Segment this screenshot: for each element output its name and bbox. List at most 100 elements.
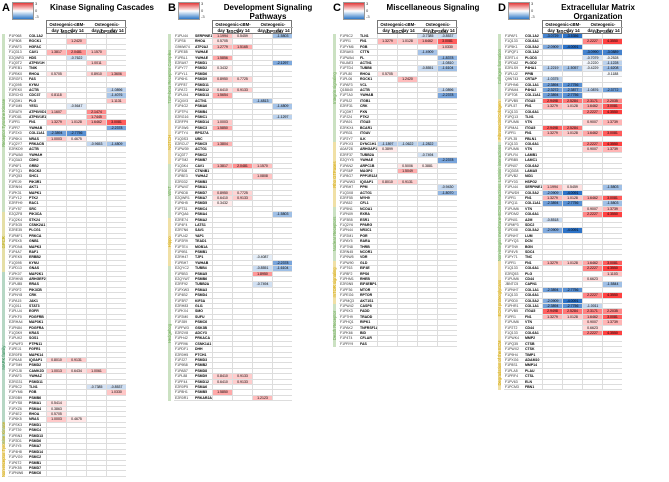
table-row: F1P2X0 COL11A1 -2.3894 -2.7756 [8,131,126,137]
fold-change-cell [66,266,86,272]
gene-symbol: PRKAR2A [194,395,212,402]
fold-change-cell [66,217,86,223]
fold-change-cell [106,82,126,88]
accession-id: F1P7Q1 [8,169,28,175]
fold-change-cell [106,104,126,110]
table-row: F1PMF1 PRKCA [8,233,126,240]
fold-change-cell [66,61,86,67]
accession-id: F1PN84 [8,326,28,331]
gene-symbol: CAMK2D [28,369,46,375]
accession-id: F1Q2Y7 [8,142,28,148]
fold-change-cell [86,228,106,234]
fold-change-cell [86,331,106,337]
fold-change-cell [46,282,66,288]
fold-change-cell [86,179,106,186]
fold-change-cell [86,212,106,218]
fold-change-cell [106,277,126,283]
accession-id: F1PUB5 [8,282,28,288]
fold-change-cell [46,223,66,229]
fold-change-cell: 0.6434 [66,368,86,375]
fold-change-cell [106,255,126,261]
gene-symbol: ARHGEF2 [28,277,46,283]
fold-change-cell [86,379,106,385]
accession-id: F1P5X5 [8,239,28,245]
day-header: day 14 [70,28,84,33]
category-label: mTOR signaling [332,267,337,298]
fold-change-cell [46,320,66,326]
accession-id: F1PEK0 [8,88,28,94]
fold-change-cell [397,341,417,348]
accession-id: E2R0F8 [8,353,28,358]
fold-change-cell [46,298,66,304]
fold-change-cell [46,169,66,175]
table-row: F1PGJ8 CAMK2D 1.0013 0.6434 1.0061 [8,368,126,375]
fold-change-cell [86,358,106,364]
accession-id: F1PRY9 [339,342,359,348]
gene-symbol: ROCK1 [28,39,46,45]
color-scale-legend [12,2,34,20]
fold-change-cell [86,206,106,213]
accession-id: F1PXZ6 [8,407,28,412]
fold-change-cell [86,412,106,418]
table-row: F1Q3H1 PLG 1.1131 [8,98,126,105]
accession-id: F1PD81 [8,115,28,121]
fold-change-cell [46,34,66,40]
fold-change-cell [86,152,106,159]
fold-change-cell [86,66,106,72]
fold-change-cell [66,287,86,294]
fold-change-cell [66,347,86,353]
accession-id: F1PGJ8 [8,369,28,375]
panel-title: Development Signaling Pathways [223,3,313,21]
fold-change-cell: -2.3894 [46,131,66,137]
fold-change-cell [106,352,126,358]
fold-change-cell [86,104,106,110]
fold-change-cell: 1.2420 [66,39,86,45]
fold-change-cell [66,331,86,337]
fold-change-cell: 2.1474 [86,109,106,115]
fold-change-cell [86,325,106,331]
accession-id: F1P1M5 [8,104,28,110]
table-row: F1PEK0 ACTB -1.0896 [8,88,126,94]
gene-symbol: PRKCA [28,234,46,240]
accession-id: F1P2X0 [8,131,28,137]
fold-change-cell [86,406,106,412]
table-row: E2R0B9 PSMB6 [8,395,126,402]
accession-id: F1PEB1 [8,66,28,72]
fold-change-cell [86,201,106,207]
panel-a: A 3 0 -3 Kinase Signaling Cascades Osteogenic… [0,0,166,482]
fold-change-cell [86,239,106,245]
day-header: day 14 [110,28,124,33]
table-row: F1PBK0 RHOA 0.5705 0.8910 1.3606 [8,71,126,78]
fold-change-cell [46,244,66,250]
fold-change-cell [46,250,66,256]
table-row: F1PNW6 PSMC6 [8,471,126,477]
fold-change-cell [106,395,126,402]
fold-change-cell [66,196,86,202]
fold-change-cell [86,304,106,310]
fold-change-cell [86,39,106,45]
fold-change-cell: -0.5647 [66,104,86,110]
accession-id: F1PEK5 [8,255,28,261]
fold-change-cell [86,88,106,94]
accession-id: F1P6K5 [8,417,28,423]
table-row: E2RCH3 CDC37 0.8118 -1.4076 [8,93,126,99]
gene-symbol: NRAS [28,137,46,142]
table-row: F1PDN4 MAPK3 [8,244,126,250]
fold-change-cell: -2.7756 [66,131,86,137]
table-row: E2R0R1 PRKAR2A 1.2123 [174,395,292,402]
gene-symbol: CDC37 [28,93,46,99]
gene-symbol: CRK [28,293,46,299]
fold-change-cell [66,93,86,99]
fold-change-cell [66,239,86,245]
fold-change-cell [66,255,86,261]
fold-change-cell [46,379,66,385]
gene-symbol: GNAS [28,266,46,272]
fold-change-cell [106,223,126,229]
fold-change-cell [66,314,86,321]
fold-change-cell [66,152,86,159]
table-row: F1PY12 PTK2 [8,196,126,202]
table-row: F1Q2K4 STK24 [8,217,126,223]
gene-symbol: PSMC6 [28,471,46,477]
fold-change-cell [106,325,126,331]
fold-change-cell [86,158,106,164]
